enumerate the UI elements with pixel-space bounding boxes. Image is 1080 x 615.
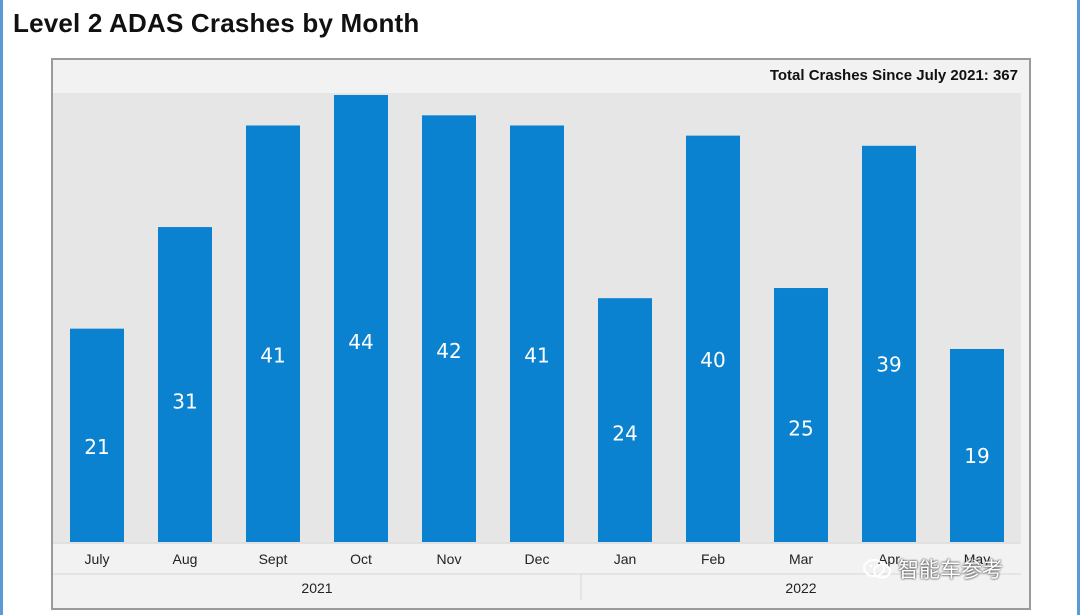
data-label: 19	[964, 444, 989, 468]
data-label: 41	[260, 344, 285, 368]
data-label: 21	[84, 435, 109, 459]
right-border-rule	[1077, 0, 1080, 615]
tick-label: July	[85, 551, 110, 567]
data-label: 39	[876, 353, 901, 377]
bar-july	[70, 328, 124, 542]
left-border-rule	[0, 0, 3, 615]
tick-label: Oct	[350, 551, 372, 567]
year-label: 2022	[785, 580, 816, 596]
tick-label: Feb	[701, 551, 725, 567]
bar-mar	[774, 288, 828, 542]
data-label: 41	[524, 344, 549, 368]
data-label: 44	[348, 330, 373, 354]
tick-label: May	[964, 551, 990, 567]
tick-label: Jan	[614, 551, 637, 567]
tick-label: Sept	[259, 551, 288, 567]
tick-label: Mar	[789, 551, 813, 567]
data-label: 24	[612, 421, 637, 445]
total-crashes-label: Total Crashes Since July 2021: 367	[769, 67, 1018, 84]
bar-dec	[510, 125, 564, 543]
data-label: 25	[788, 417, 813, 441]
bar-feb	[686, 135, 740, 543]
tick-label: Apr	[878, 551, 900, 567]
data-label: 31	[172, 389, 197, 413]
bar-jan	[598, 298, 652, 542]
wechat-icon	[862, 558, 892, 580]
bar-may	[950, 348, 1004, 542]
year-label: 2021	[301, 580, 332, 596]
page-title: Level 2 ADAS Crashes by Month	[13, 8, 420, 38]
bar-aug	[158, 227, 212, 542]
bar-sept	[246, 125, 300, 543]
tick-label: Dec	[525, 551, 550, 567]
data-label: 40	[700, 348, 725, 372]
data-label: 42	[436, 339, 461, 363]
bar-oct	[334, 95, 388, 542]
bar-nov	[422, 115, 476, 543]
watermark-text: 智能车参考	[898, 558, 1003, 582]
tick-label: Aug	[173, 551, 198, 567]
tick-label: Nov	[437, 551, 462, 567]
bar-apr	[862, 145, 916, 542]
watermark: 智能车参考	[862, 553, 1052, 585]
